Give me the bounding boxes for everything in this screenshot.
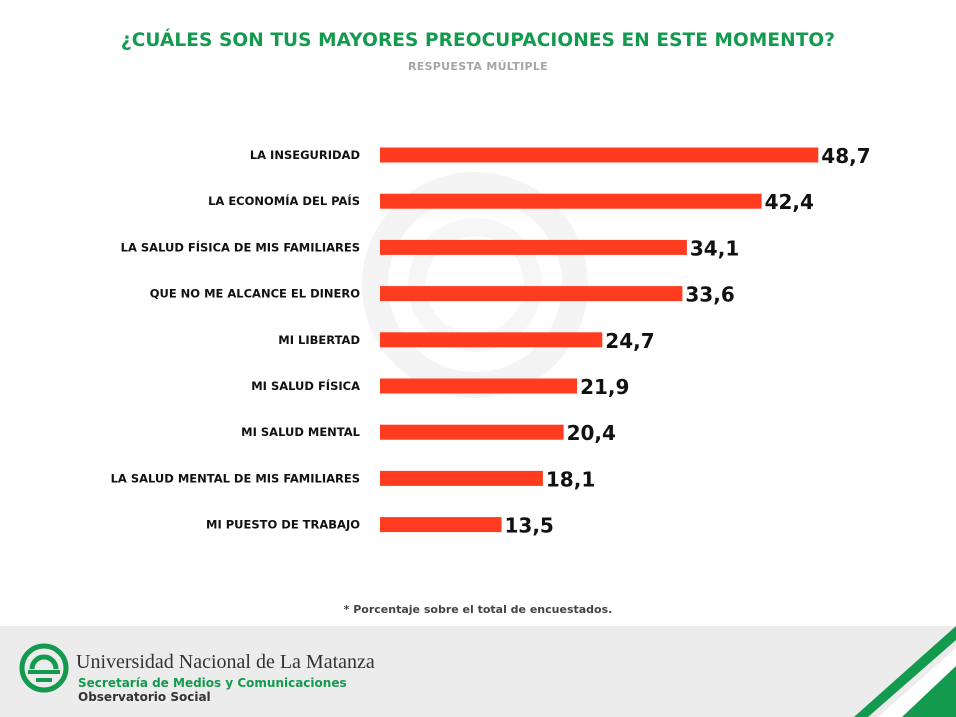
bar [380,378,578,394]
unit-name: Observatorio Social [78,690,211,704]
bar [380,424,564,440]
value-label: 20,4 [567,421,616,445]
value-label: 18,1 [546,467,595,491]
footer: Universidad Nacional de La Matanza Secre… [0,626,956,717]
value-label: 24,7 [605,329,654,353]
category-label: MI SALUD MENTAL [241,425,360,439]
category-label: LA INSEGURIDAD [250,148,360,162]
value-label: 21,9 [580,375,629,399]
value-label: 13,5 [505,514,554,538]
department-name: Secretaría de Medios y Comunicaciones [78,676,347,690]
bar [380,332,603,348]
bar [380,239,687,255]
category-label: LA ECONOMÍA DEL PAÍS [208,193,360,208]
bar [380,470,543,486]
bar [380,193,762,209]
category-label: MI SALUD FÍSICA [251,378,360,393]
category-label: LA SALUD MENTAL DE MIS FAMILIARES [111,471,360,485]
category-label: MI LIBERTAD [278,333,360,347]
category-label: MI PUESTO DE TRABAJO [206,518,360,532]
bar [380,286,683,302]
bar [380,147,819,163]
bar [380,517,502,533]
value-label: 48,7 [821,144,870,168]
chart-title: ¿CUÁLES SON TUS MAYORES PREOCUPACIONES E… [120,30,836,51]
university-logo-icon [19,643,69,693]
value-label: 42,4 [765,190,814,214]
value-label: 33,6 [685,283,734,307]
value-label: 34,1 [690,236,739,260]
footnote: * Porcentaje sobre el total de encuestad… [343,603,613,616]
chart-subtitle: RESPUESTA MÚLTIPLE [408,60,548,73]
category-label: QUE NO ME ALCANCE EL DINERO [150,287,361,301]
category-label: LA SALUD FÍSICA DE MIS FAMILIARES [121,239,360,254]
corner-stripes-icon [854,626,956,717]
university-name: Universidad Nacional de La Matanza [76,651,375,673]
bar-chart: LA INSEGURIDAD 48,7 LA ECONOMÍA DEL PAÍS 42… [111,144,871,538]
